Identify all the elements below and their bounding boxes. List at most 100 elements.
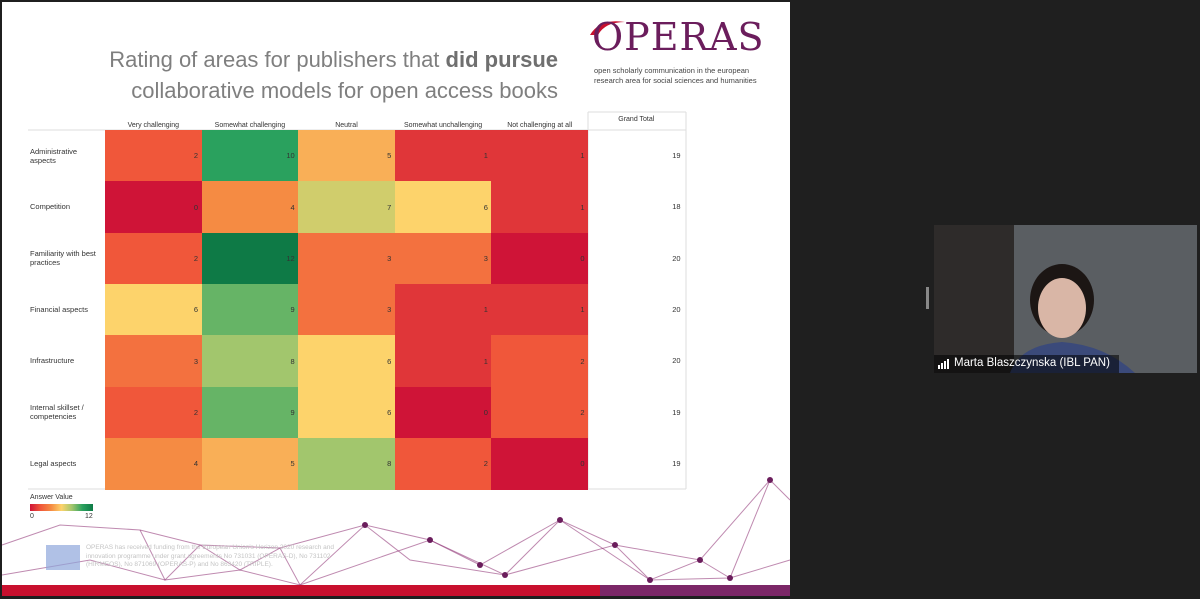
legend-max: 12 xyxy=(85,513,93,520)
cell-value: 1 xyxy=(580,305,585,315)
heatmap-cell: 1 xyxy=(491,130,589,182)
heatmap-cell: 2 xyxy=(105,130,203,182)
cell-value: 3 xyxy=(483,253,488,263)
cell-value: 2 xyxy=(193,407,199,417)
cell-value: 12 xyxy=(286,253,295,263)
title-bold: did pursue xyxy=(445,47,558,72)
column-header: Very challenging xyxy=(127,122,179,129)
heatmap-cell: 9 xyxy=(201,283,299,336)
row-label: Administrative aspects xyxy=(30,146,78,165)
grand-total: 20 xyxy=(672,356,681,366)
cell-value: 8 xyxy=(387,459,392,469)
heatmap-cell: 6 xyxy=(298,335,396,387)
heatmap-cell: 3 xyxy=(105,335,203,387)
heatmap-cell: 1 xyxy=(394,335,492,387)
cell-value: 1 xyxy=(483,356,488,366)
heatmap-cell: 7 xyxy=(298,181,396,234)
cell-value: 9 xyxy=(290,305,295,315)
cell-value: 4 xyxy=(193,459,199,469)
cell-value: 0 xyxy=(580,253,585,263)
cell-value: 0 xyxy=(483,407,488,417)
tagline: research area for social sciences and hu… xyxy=(594,76,757,85)
heatmap-cell: 6 xyxy=(105,283,203,336)
legend-min: 0 xyxy=(30,513,34,520)
row-label: Infrastructure xyxy=(30,356,75,366)
participant-name: Marta Blaszczynska (IBL PAN) xyxy=(954,357,1110,369)
grand-total: 19 xyxy=(672,151,681,161)
heatmap-cell: 8 xyxy=(201,335,299,387)
heatmap-cell: 5 xyxy=(298,130,396,182)
column-header: Somewhat unchallenging xyxy=(403,122,483,129)
grand-total: 20 xyxy=(672,253,681,263)
row-label: Internal skillset / competencies xyxy=(30,403,84,422)
slide-title: Rating of areas for publishers that did … xyxy=(60,44,558,106)
cell-value: 0 xyxy=(193,202,199,212)
cell-value: 5 xyxy=(387,151,392,161)
cell-value: 1 xyxy=(483,151,488,161)
cell-value: 9 xyxy=(290,407,295,417)
cell-value: 2 xyxy=(483,459,488,469)
heatmap-cell: 3 xyxy=(298,283,396,336)
column-header: Somewhat challenging xyxy=(214,122,286,129)
cell-value: 3 xyxy=(387,253,392,263)
heatmap-cell: 0 xyxy=(491,437,589,490)
cell-value: 1 xyxy=(580,151,585,161)
column-header: Neutral xyxy=(335,122,358,129)
cell-value: 6 xyxy=(193,305,199,315)
cell-value: 0 xyxy=(580,459,585,469)
heatmap-cell: 4 xyxy=(105,437,203,490)
heatmap-cell: 3 xyxy=(394,232,492,285)
row-label: Competition xyxy=(30,202,71,212)
cell-value: 10 xyxy=(286,151,295,161)
legend-gradient xyxy=(30,504,93,511)
cell-value: 7 xyxy=(387,202,392,212)
heatmap-cell: 9 xyxy=(201,386,299,439)
heatmap-cell: 2 xyxy=(491,335,589,387)
logo-tagline: open scholarly communication in the euro… xyxy=(594,66,757,86)
row-label: Financial aspects xyxy=(30,305,88,315)
logo: OPERAS xyxy=(592,15,765,59)
heatmap-cell: 1 xyxy=(491,181,589,234)
cell-value: 2 xyxy=(580,407,585,417)
cell-value: 8 xyxy=(290,356,295,366)
heatmap-cell: 2 xyxy=(394,437,492,490)
heatmap-cell: 2 xyxy=(105,232,203,285)
tagline: open scholarly communication in the euro… xyxy=(594,66,750,75)
cell-value: 3 xyxy=(193,356,199,366)
row-label: Legal aspects xyxy=(30,458,77,468)
cell-value: 6 xyxy=(483,202,488,212)
heatmap-cell: 8 xyxy=(298,437,396,490)
heatmap-cell: 2 xyxy=(491,386,589,439)
heatmap-cell: 2 xyxy=(105,386,203,439)
heatmap-cell: 0 xyxy=(105,181,203,234)
cell-value: 5 xyxy=(290,459,295,469)
column-header: Not challenging at all xyxy=(507,122,573,129)
heatmap-cell: 1 xyxy=(491,283,589,336)
heatmap-cell: 4 xyxy=(201,181,299,234)
cell-value: 2 xyxy=(580,356,585,366)
heatmap-cell: 1 xyxy=(394,130,492,182)
heatmap-cell: 0 xyxy=(491,232,589,285)
heatmap-cell: 0 xyxy=(394,386,492,439)
grand-total: 20 xyxy=(672,305,681,315)
heatmap-cell: 12 xyxy=(201,232,299,285)
title-text: Rating of areas for publishers that xyxy=(109,47,440,72)
heatmap-cell: 6 xyxy=(394,181,492,234)
cell-value: 1 xyxy=(483,305,488,315)
heatmap-cell: 3 xyxy=(298,232,396,285)
cell-value: 2 xyxy=(193,151,199,161)
legend-title: Answer Value xyxy=(30,494,73,501)
grand-total: 18 xyxy=(672,202,681,212)
grand-total: 19 xyxy=(672,458,681,468)
heatmap-cell: 5 xyxy=(201,437,299,490)
heatmap-cell: 1 xyxy=(394,283,492,336)
grand-total: 19 xyxy=(672,407,681,417)
cell-value: 3 xyxy=(387,305,392,315)
cell-value: 6 xyxy=(387,356,392,366)
cell-value: 6 xyxy=(387,407,392,417)
title-text: collaborative models for open access boo… xyxy=(131,78,558,103)
column-header: Grand Total xyxy=(618,116,655,123)
row-label: Familiarity with best practices xyxy=(30,249,96,268)
